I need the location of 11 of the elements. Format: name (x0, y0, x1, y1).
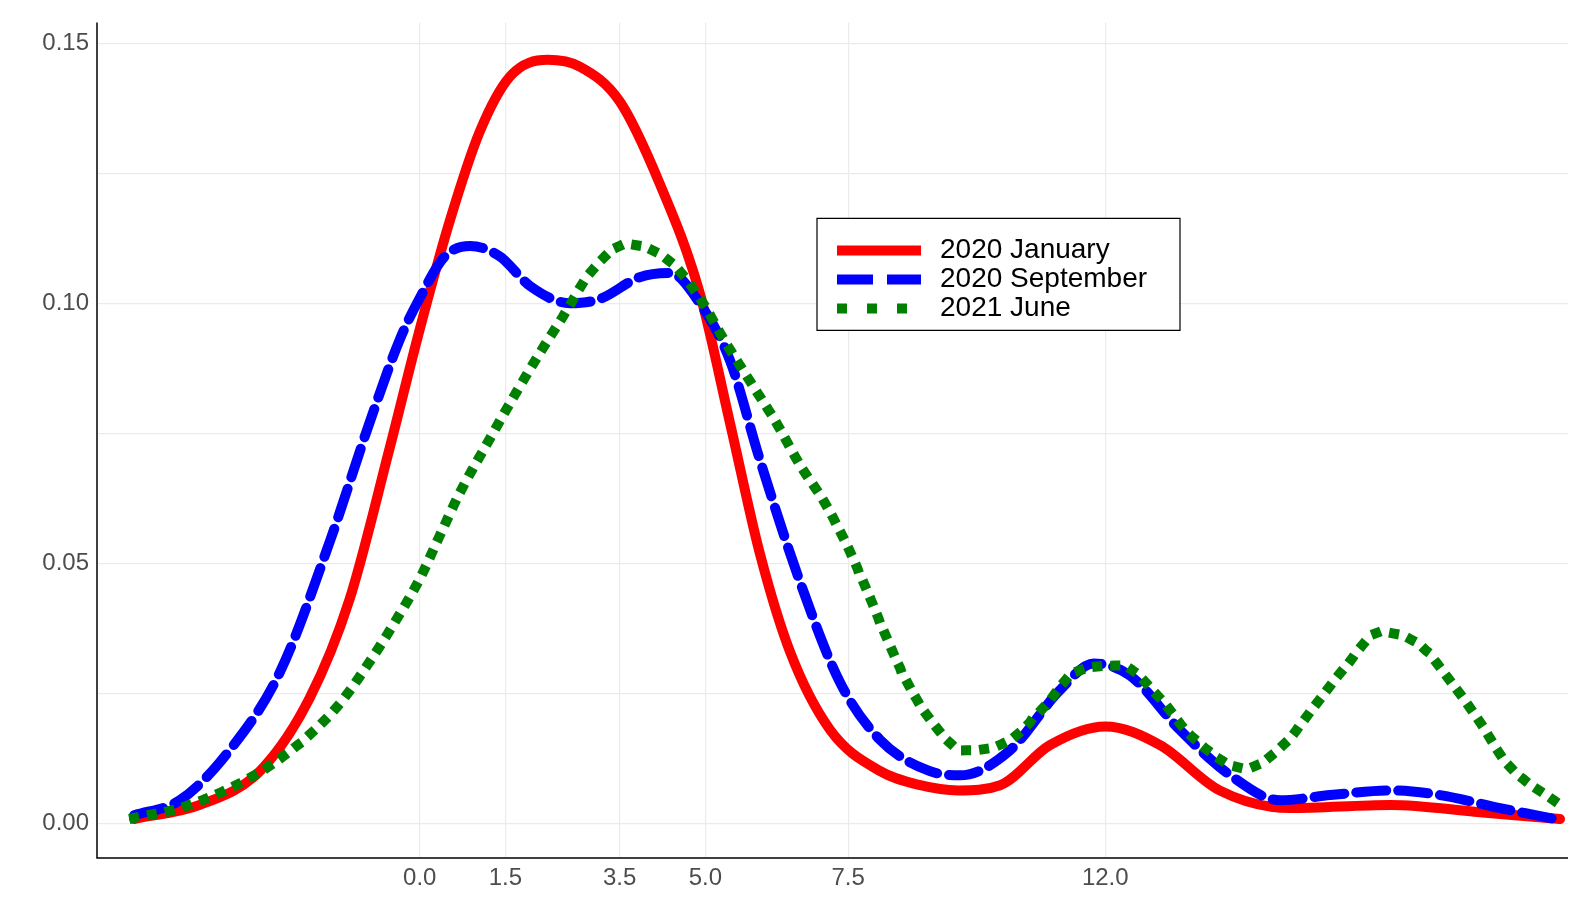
y-tick-label: 0.05 (42, 547, 89, 575)
x-tick-label: 12.0 (1081, 863, 1129, 891)
y-tick-label: 0.00 (42, 807, 89, 835)
x-tick-label: 3.5 (603, 863, 637, 891)
legend-label: 2020 January (940, 233, 1110, 265)
y-tick-label: 0.10 (42, 287, 89, 315)
x-tick-label: 5.0 (688, 863, 723, 891)
x-tick-label: 7.5 (831, 863, 865, 891)
y-tick-label: 0.15 (42, 27, 89, 55)
x-tick-label: 0.0 (403, 863, 437, 891)
x-tick-label: 1.5 (488, 863, 523, 891)
